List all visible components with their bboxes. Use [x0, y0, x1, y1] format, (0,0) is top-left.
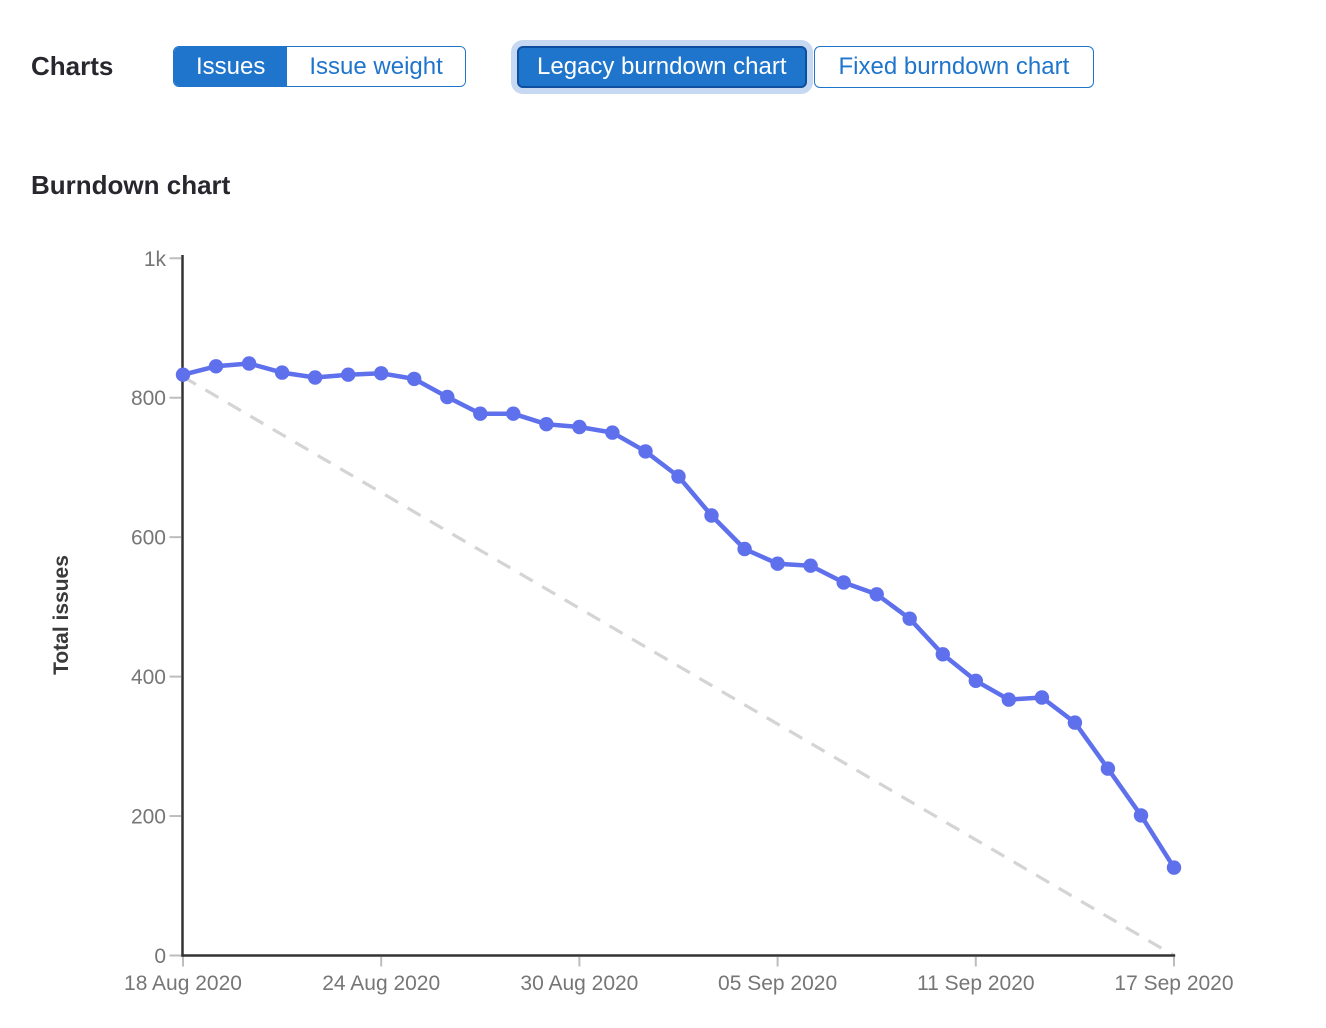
y-tick-label: 400 — [131, 666, 166, 689]
y-tick-label: 1k — [144, 248, 167, 271]
data-point[interactable] — [968, 673, 983, 688]
data-point[interactable] — [473, 406, 488, 421]
data-point[interactable] — [208, 359, 224, 374]
x-tick-label: 24 Aug 2020 — [322, 972, 440, 995]
y-tick-label: 800 — [131, 387, 166, 410]
charts-label: Charts — [31, 51, 114, 81]
data-point[interactable] — [341, 367, 356, 382]
x-tick-label: 30 Aug 2020 — [520, 972, 638, 995]
data-point[interactable] — [407, 371, 422, 387]
issue-type-toggle-group: Issues Issue weight — [173, 46, 466, 87]
legacy-burndown-chart-button[interactable]: Legacy burndown chart — [517, 46, 807, 88]
y-axis-title: Total issues — [50, 555, 73, 675]
data-point[interactable] — [241, 356, 257, 371]
data-point[interactable] — [770, 556, 785, 571]
data-point[interactable] — [539, 417, 554, 432]
data-point[interactable] — [1034, 690, 1050, 705]
x-tick-label: 18 Aug 2020 — [124, 972, 242, 995]
burndown-chart-title: Burndown chart — [31, 170, 231, 200]
y-tick-label: 600 — [131, 527, 166, 550]
x-tick-label: 05 Sep 2020 — [718, 972, 837, 995]
y-tick-label: 0 — [154, 945, 166, 968]
data-point[interactable] — [803, 558, 818, 573]
data-point[interactable] — [902, 611, 917, 626]
fixed-burndown-chart-button[interactable]: Fixed burndown chart — [813, 46, 1095, 88]
data-point[interactable] — [836, 575, 851, 590]
data-point[interactable] — [869, 587, 884, 602]
data-point[interactable] — [737, 541, 752, 557]
issues-toggle-button[interactable]: Issues — [174, 47, 288, 86]
data-point[interactable] — [374, 366, 389, 381]
data-point[interactable] — [1067, 715, 1083, 730]
data-point[interactable] — [1100, 761, 1116, 776]
data-point[interactable] — [274, 365, 290, 380]
data-point[interactable] — [1001, 692, 1016, 707]
data-point[interactable] — [1166, 860, 1182, 875]
x-tick-label: 17 Sep 2020 — [1114, 972, 1233, 995]
data-point[interactable] — [704, 508, 719, 523]
data-point[interactable] — [1133, 808, 1149, 823]
guideline-dashed-line — [182, 375, 1175, 957]
data-point[interactable] — [638, 444, 653, 459]
data-point[interactable] — [307, 370, 323, 385]
y-tick-label: 200 — [131, 806, 166, 829]
data-point[interactable] — [605, 425, 620, 440]
data-point[interactable] — [506, 406, 521, 421]
data-point[interactable] — [440, 389, 455, 405]
chart-type-toggle-group: Legacy burndown chart Fixed burndown cha… — [517, 46, 1095, 88]
data-point[interactable] — [572, 419, 587, 435]
issue-weight-toggle-button[interactable]: Issue weight — [287, 47, 465, 86]
series-line — [180, 361, 1177, 870]
data-point[interactable] — [935, 647, 950, 662]
x-tick-label: 11 Sep 2020 — [917, 972, 1035, 995]
data-point[interactable] — [671, 469, 686, 484]
data-point[interactable] — [175, 367, 191, 382]
